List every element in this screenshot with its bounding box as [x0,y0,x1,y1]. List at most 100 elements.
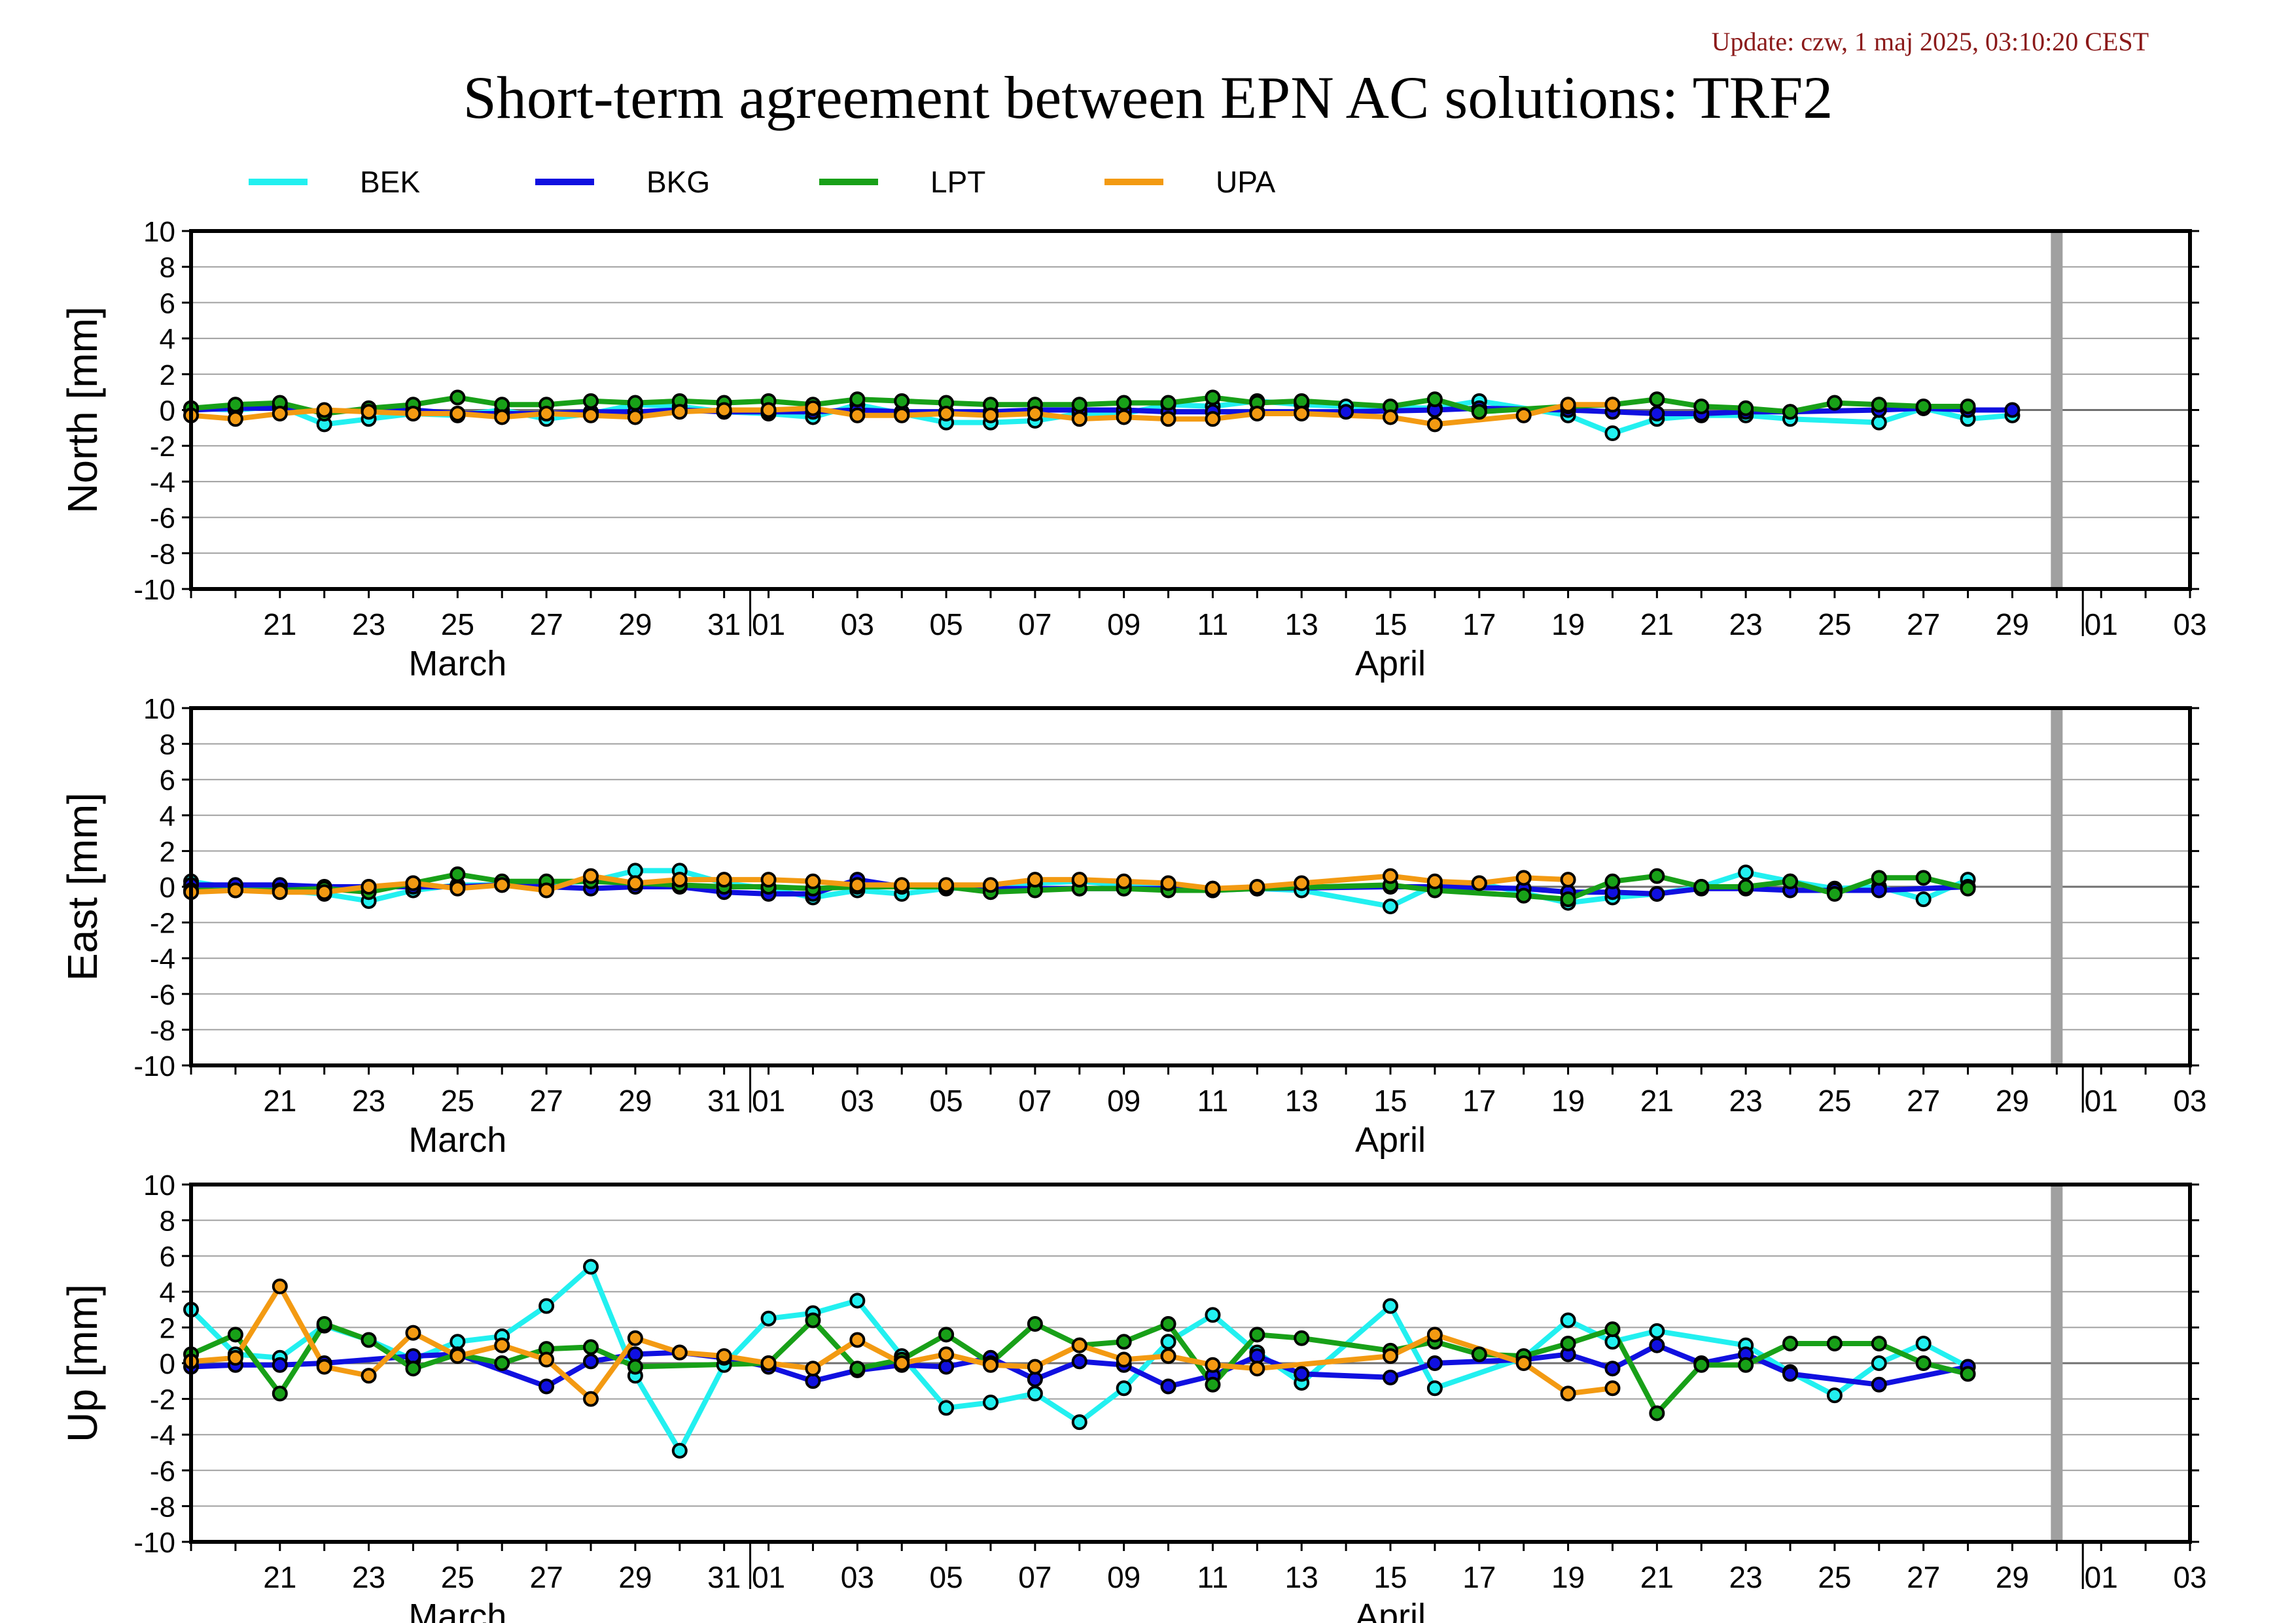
x-tick-label: 29 [618,1084,652,1118]
data-point-lpt [1649,391,1665,408]
x-tick-label: 31 [707,1560,741,1594]
data-point-bek [1426,1380,1443,1397]
data-point-upa [539,882,555,899]
data-point-lpt [1782,873,1798,889]
y-tick-label: 10 [143,693,175,725]
data-point-lpt [1738,400,1754,416]
data-point-upa [1426,873,1443,889]
y-tick-label: 4 [160,800,175,832]
data-point-bkg [805,1373,821,1389]
data-point-upa [1071,872,1087,888]
data-point-bek [671,1442,688,1459]
data-point-bek [1871,1355,1887,1371]
y-tick-label: -8 [150,538,175,570]
y-tick-label: 8 [160,1205,175,1238]
x-tick-label: 23 [352,1560,385,1594]
data-point-upa [316,402,332,418]
data-point-bek [983,1395,998,1411]
data-point-upa [1160,411,1176,427]
data-point-upa [1560,397,1576,413]
data-point-lpt [1294,393,1310,409]
data-point-lpt [1915,399,1932,415]
data-point-bek [1383,899,1398,915]
data-point-upa [760,872,777,888]
data-point-lpt [227,397,243,413]
x-tick-label: 01 [752,1084,785,1118]
x-tick-label: 29 [618,1560,652,1594]
data-point-lpt [805,1312,821,1329]
data-point-bkg [539,1378,555,1395]
data-point-upa [1027,872,1043,888]
data-point-bek [539,1298,555,1314]
x-tick-label: 21 [1640,607,1674,641]
data-point-bek [1160,1334,1176,1350]
plot-frame [189,706,2192,1067]
data-point-upa [760,402,777,418]
data-point-upa [1205,411,1221,427]
data-point-lpt [1915,870,1932,886]
data-point-lpt [1160,1315,1176,1332]
x-tick-label: 25 [441,607,474,641]
y-tick-label: -8 [150,1014,175,1046]
data-point-lpt [450,866,466,882]
data-point-lpt [1294,1330,1310,1346]
data-point-upa [1294,405,1310,421]
data-point-lpt [1471,1346,1487,1363]
y-tick-label: -6 [150,979,175,1011]
data-point-upa [805,400,821,416]
x-tick-label: 27 [530,1084,563,1118]
data-point-bkg [1294,1366,1310,1382]
data-point-upa [1560,872,1576,888]
data-point-upa [1383,409,1398,425]
y-tick-label: -8 [150,1491,175,1523]
data-point-lpt [1649,1405,1665,1421]
data-point-bkg [1604,1361,1621,1377]
y-tick-label: 6 [160,764,175,796]
current-day-marker [2051,1185,2063,1542]
data-point-bek [1383,1298,1398,1314]
data-point-bkg [1782,1366,1798,1382]
data-point-upa [361,1368,377,1384]
data-point-bek [1649,1323,1665,1339]
data-point-upa [1383,1348,1398,1364]
data-point-lpt [1116,395,1132,411]
data-point-upa [405,875,421,891]
data-point-lpt [1960,880,1976,897]
data-point-lpt [1826,885,1843,902]
data-point-upa [1383,868,1398,884]
x-tick-label: 27 [530,1560,563,1594]
data-point-upa [1116,409,1132,425]
data-point-upa [894,877,910,893]
data-point-lpt [1782,1335,1798,1351]
data-point-upa [1160,875,1176,891]
data-point-bkg [1383,1369,1398,1385]
data-point-lpt [1960,1366,1976,1382]
x-tick-label: 23 [1729,607,1763,641]
x-tick-label: 25 [1818,607,1851,641]
data-point-bek [627,863,643,879]
data-point-upa [583,407,599,423]
x-tick-label: 23 [352,1084,385,1118]
data-point-upa [894,1355,910,1371]
y-tick-label: 2 [160,359,175,391]
x-tick-label: 01 [2085,607,2118,641]
x-tick-label: 03 [841,607,874,641]
data-point-bek [938,1400,955,1416]
data-point-upa [1027,1359,1043,1375]
data-point-upa [1116,1351,1132,1368]
data-point-bkg [583,1353,599,1370]
y-tick-label: -6 [150,503,175,535]
data-point-bek [760,1310,777,1327]
x-tick-label: 01 [752,607,785,641]
data-point-lpt [1515,887,1532,904]
data-point-bkg [1160,1378,1176,1395]
x-tick-label: 15 [1373,1084,1407,1118]
data-point-upa [1515,870,1532,886]
data-point-lpt [1871,1335,1887,1351]
y-tick-label: 8 [160,252,175,284]
data-point-upa [227,882,243,899]
data-point-upa [583,1391,599,1407]
data-point-upa [716,1348,732,1364]
x-tick-label: 13 [1285,1560,1318,1594]
legend-item-lpt: LPT [819,165,985,199]
